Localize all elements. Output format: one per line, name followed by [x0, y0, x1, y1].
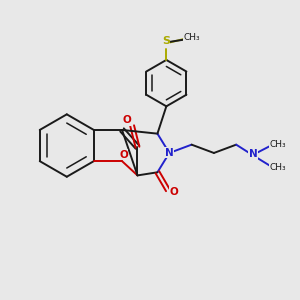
Text: O: O	[169, 187, 178, 196]
Text: CH₃: CH₃	[269, 163, 286, 172]
Text: O: O	[122, 116, 131, 125]
Text: S: S	[162, 36, 170, 46]
Text: N: N	[165, 148, 174, 158]
Text: N: N	[249, 149, 257, 160]
Text: O: O	[119, 150, 128, 160]
Text: CH₃: CH₃	[269, 140, 286, 149]
Text: CH₃: CH₃	[184, 33, 200, 42]
